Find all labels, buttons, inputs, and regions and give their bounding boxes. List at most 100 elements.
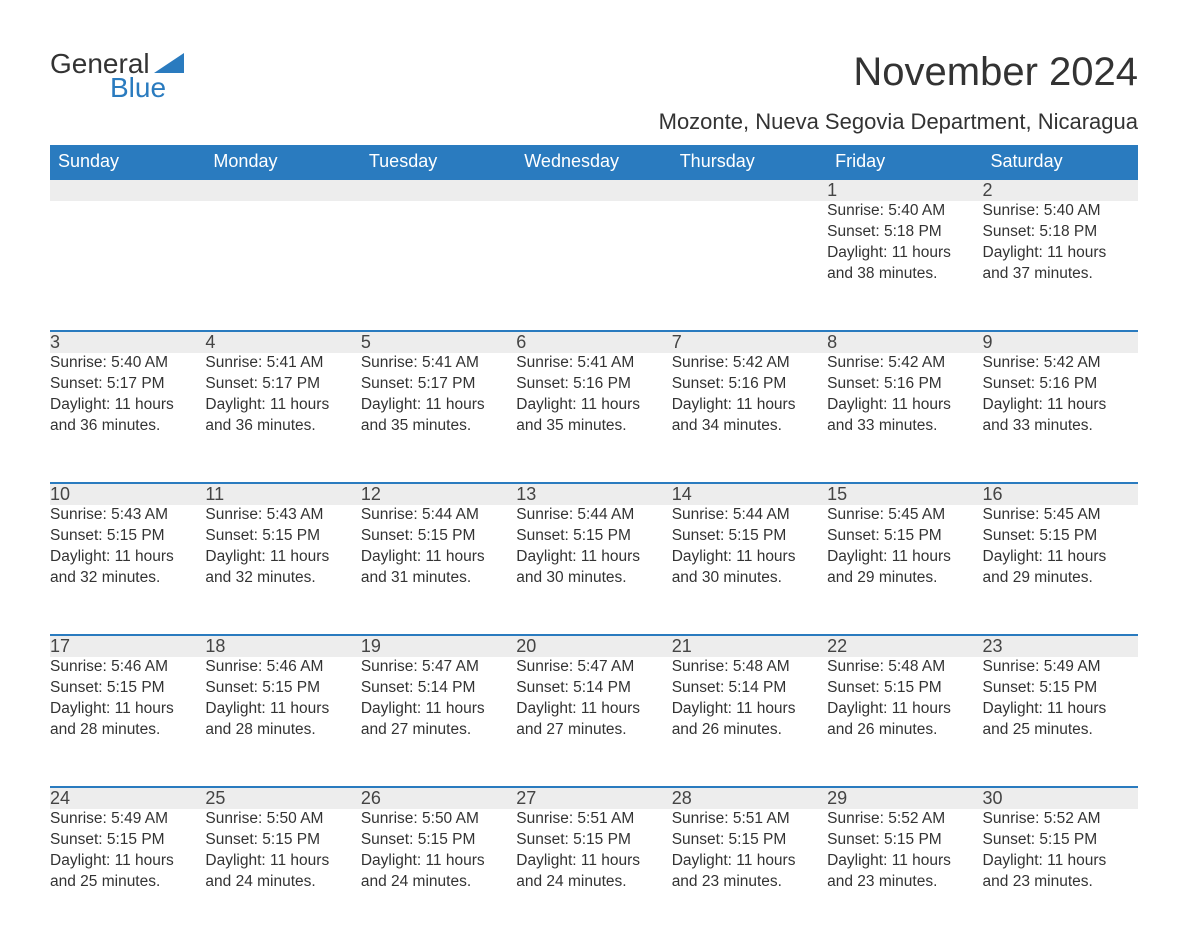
day-cell: Sunrise: 5:49 AMSunset: 5:15 PMDaylight:… [983, 657, 1138, 787]
day-number: 6 [516, 331, 671, 353]
day-cell: Sunrise: 5:43 AMSunset: 5:15 PMDaylight:… [50, 505, 205, 635]
day-number: 7 [672, 331, 827, 353]
sunset-text: Sunset: 5:15 PM [983, 678, 1138, 699]
sunset-text: Sunset: 5:15 PM [516, 526, 671, 547]
sunrise-text: Sunrise: 5:42 AM [827, 353, 982, 374]
day-number: 13 [516, 483, 671, 505]
sunrise-text: Sunrise: 5:45 AM [983, 505, 1138, 526]
sunset-text: Sunset: 5:15 PM [516, 830, 671, 851]
daylight-text-1: Daylight: 11 hours [50, 395, 205, 416]
logo: General Blue [50, 50, 184, 102]
daylight-text-2: and 24 minutes. [516, 872, 671, 893]
daylight-text-2: and 27 minutes. [361, 720, 516, 741]
daylight-text-1: Daylight: 11 hours [827, 243, 982, 264]
month-title: November 2024 [659, 50, 1138, 95]
daydata-row: Sunrise: 5:46 AMSunset: 5:15 PMDaylight:… [50, 657, 1138, 787]
sunrise-text: Sunrise: 5:43 AM [205, 505, 360, 526]
sunrise-text: Sunrise: 5:47 AM [361, 657, 516, 678]
sunrise-text: Sunrise: 5:52 AM [827, 809, 982, 830]
empty-day-cell [361, 201, 516, 331]
sunrise-text: Sunrise: 5:51 AM [516, 809, 671, 830]
day-number: 22 [827, 635, 982, 657]
empty-daynum [361, 179, 516, 201]
sunset-text: Sunset: 5:15 PM [672, 830, 827, 851]
day-number: 23 [983, 635, 1138, 657]
day-header: Thursday [672, 145, 827, 179]
daydata-row: Sunrise: 5:43 AMSunset: 5:15 PMDaylight:… [50, 505, 1138, 635]
sunrise-text: Sunrise: 5:41 AM [516, 353, 671, 374]
daylight-text-1: Daylight: 11 hours [983, 243, 1138, 264]
day-header: Tuesday [361, 145, 516, 179]
day-number: 25 [205, 787, 360, 809]
day-cell: Sunrise: 5:51 AMSunset: 5:15 PMDaylight:… [672, 809, 827, 939]
day-cell: Sunrise: 5:50 AMSunset: 5:15 PMDaylight:… [361, 809, 516, 939]
daylight-text-2: and 35 minutes. [361, 416, 516, 437]
empty-daynum [50, 179, 205, 201]
day-number: 18 [205, 635, 360, 657]
day-cell: Sunrise: 5:40 AMSunset: 5:18 PMDaylight:… [827, 201, 982, 331]
sunrise-text: Sunrise: 5:49 AM [50, 809, 205, 830]
daylight-text-1: Daylight: 11 hours [205, 395, 360, 416]
daylight-text-2: and 30 minutes. [672, 568, 827, 589]
sunrise-text: Sunrise: 5:43 AM [50, 505, 205, 526]
sunrise-text: Sunrise: 5:44 AM [672, 505, 827, 526]
sunset-text: Sunset: 5:16 PM [672, 374, 827, 395]
sunrise-text: Sunrise: 5:40 AM [827, 201, 982, 222]
daylight-text-1: Daylight: 11 hours [827, 699, 982, 720]
title-block: November 2024 Mozonte, Nueva Segovia Dep… [659, 50, 1138, 135]
sunset-text: Sunset: 5:15 PM [983, 526, 1138, 547]
day-cell: Sunrise: 5:41 AMSunset: 5:17 PMDaylight:… [361, 353, 516, 483]
day-cell: Sunrise: 5:52 AMSunset: 5:15 PMDaylight:… [827, 809, 982, 939]
daylight-text-1: Daylight: 11 hours [827, 395, 982, 416]
daylight-text-2: and 25 minutes. [983, 720, 1138, 741]
daylight-text-2: and 25 minutes. [50, 872, 205, 893]
daydata-row: Sunrise: 5:49 AMSunset: 5:15 PMDaylight:… [50, 809, 1138, 939]
sunset-text: Sunset: 5:18 PM [827, 222, 982, 243]
calendar-table: SundayMondayTuesdayWednesdayThursdayFrid… [50, 145, 1138, 939]
sunset-text: Sunset: 5:15 PM [361, 830, 516, 851]
day-number: 17 [50, 635, 205, 657]
daylight-text-1: Daylight: 11 hours [516, 395, 671, 416]
day-number: 10 [50, 483, 205, 505]
sunset-text: Sunset: 5:16 PM [827, 374, 982, 395]
sunrise-text: Sunrise: 5:45 AM [827, 505, 982, 526]
day-number: 2 [983, 179, 1138, 201]
daylight-text-1: Daylight: 11 hours [827, 851, 982, 872]
daynum-row: 17181920212223 [50, 635, 1138, 657]
sunset-text: Sunset: 5:14 PM [361, 678, 516, 699]
daylight-text-1: Daylight: 11 hours [983, 851, 1138, 872]
daylight-text-1: Daylight: 11 hours [672, 395, 827, 416]
day-cell: Sunrise: 5:42 AMSunset: 5:16 PMDaylight:… [827, 353, 982, 483]
day-cell: Sunrise: 5:47 AMSunset: 5:14 PMDaylight:… [361, 657, 516, 787]
sunset-text: Sunset: 5:15 PM [205, 830, 360, 851]
daylight-text-2: and 31 minutes. [361, 568, 516, 589]
daynum-row: 3456789 [50, 331, 1138, 353]
sunrise-text: Sunrise: 5:52 AM [983, 809, 1138, 830]
day-number: 1 [827, 179, 982, 201]
sunset-text: Sunset: 5:15 PM [50, 526, 205, 547]
daydata-row: Sunrise: 5:40 AMSunset: 5:18 PMDaylight:… [50, 201, 1138, 331]
daylight-text-1: Daylight: 11 hours [516, 851, 671, 872]
daylight-text-2: and 29 minutes. [983, 568, 1138, 589]
day-cell: Sunrise: 5:42 AMSunset: 5:16 PMDaylight:… [672, 353, 827, 483]
daylight-text-2: and 38 minutes. [827, 264, 982, 285]
sunrise-text: Sunrise: 5:42 AM [672, 353, 827, 374]
daylight-text-2: and 23 minutes. [983, 872, 1138, 893]
sunset-text: Sunset: 5:17 PM [50, 374, 205, 395]
daylight-text-2: and 33 minutes. [827, 416, 982, 437]
sunset-text: Sunset: 5:15 PM [827, 678, 982, 699]
sunset-text: Sunset: 5:17 PM [361, 374, 516, 395]
daylight-text-1: Daylight: 11 hours [361, 395, 516, 416]
day-number: 21 [672, 635, 827, 657]
day-header: Friday [827, 145, 982, 179]
day-header: Monday [205, 145, 360, 179]
daylight-text-1: Daylight: 11 hours [672, 851, 827, 872]
daylight-text-2: and 33 minutes. [983, 416, 1138, 437]
empty-day-cell [50, 201, 205, 331]
day-cell: Sunrise: 5:40 AMSunset: 5:17 PMDaylight:… [50, 353, 205, 483]
header: General Blue November 2024 Mozonte, Nuev… [50, 50, 1138, 135]
daylight-text-1: Daylight: 11 hours [516, 547, 671, 568]
daylight-text-2: and 37 minutes. [983, 264, 1138, 285]
sunset-text: Sunset: 5:16 PM [983, 374, 1138, 395]
day-cell: Sunrise: 5:52 AMSunset: 5:15 PMDaylight:… [983, 809, 1138, 939]
